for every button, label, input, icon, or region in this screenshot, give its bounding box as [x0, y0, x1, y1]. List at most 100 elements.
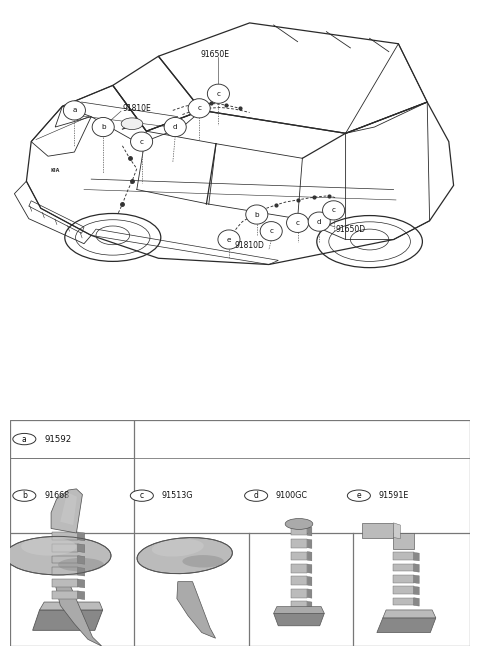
Text: a: a — [22, 434, 27, 443]
Text: 91810D: 91810D — [234, 241, 264, 251]
Polygon shape — [394, 598, 414, 605]
Ellipse shape — [58, 558, 104, 571]
Polygon shape — [394, 575, 414, 583]
Polygon shape — [291, 539, 307, 548]
Polygon shape — [307, 539, 312, 548]
Polygon shape — [52, 579, 78, 587]
Polygon shape — [307, 552, 312, 561]
Text: d: d — [254, 491, 259, 500]
Circle shape — [63, 101, 85, 120]
Polygon shape — [291, 527, 307, 535]
Text: KIA: KIA — [50, 169, 60, 173]
Polygon shape — [274, 613, 324, 626]
Polygon shape — [33, 610, 103, 630]
Text: 91650E: 91650E — [201, 50, 229, 58]
Polygon shape — [414, 552, 419, 561]
Text: e: e — [357, 491, 361, 500]
Ellipse shape — [182, 555, 224, 567]
Ellipse shape — [137, 538, 232, 573]
Polygon shape — [307, 564, 312, 573]
Polygon shape — [52, 532, 78, 540]
Polygon shape — [414, 598, 419, 606]
Circle shape — [246, 205, 268, 224]
Text: b: b — [101, 124, 106, 130]
Text: d: d — [173, 124, 178, 130]
Text: 9100GC: 9100GC — [276, 491, 308, 500]
Ellipse shape — [21, 537, 76, 556]
Polygon shape — [362, 523, 394, 537]
Circle shape — [164, 117, 186, 136]
Ellipse shape — [285, 518, 313, 529]
Polygon shape — [52, 591, 78, 599]
Polygon shape — [414, 564, 419, 572]
Polygon shape — [39, 602, 103, 610]
Polygon shape — [78, 532, 84, 541]
Circle shape — [287, 213, 309, 232]
Polygon shape — [307, 602, 312, 611]
Polygon shape — [78, 567, 84, 576]
Text: 91592: 91592 — [44, 434, 72, 443]
Circle shape — [260, 222, 282, 241]
Text: 91513G: 91513G — [162, 491, 193, 500]
Ellipse shape — [121, 118, 143, 129]
Circle shape — [308, 212, 330, 231]
Text: e: e — [227, 237, 231, 243]
Polygon shape — [291, 602, 307, 610]
Polygon shape — [52, 556, 78, 564]
Polygon shape — [307, 589, 312, 598]
Polygon shape — [51, 489, 83, 533]
Polygon shape — [383, 610, 436, 618]
Text: 91591E: 91591E — [378, 491, 408, 500]
Polygon shape — [291, 552, 307, 560]
Text: c: c — [197, 106, 201, 112]
Polygon shape — [414, 575, 419, 583]
Polygon shape — [414, 586, 419, 595]
Polygon shape — [394, 523, 400, 539]
Text: c: c — [269, 228, 273, 234]
Text: c: c — [332, 207, 336, 213]
Text: 91668: 91668 — [44, 491, 69, 500]
Text: c: c — [296, 220, 300, 226]
Polygon shape — [394, 586, 414, 594]
Polygon shape — [394, 564, 414, 571]
Text: c: c — [140, 138, 144, 144]
Polygon shape — [394, 533, 414, 549]
Text: 91650D: 91650D — [336, 226, 366, 234]
Text: c: c — [216, 91, 220, 96]
Polygon shape — [78, 556, 84, 564]
Polygon shape — [52, 567, 78, 575]
Polygon shape — [307, 577, 312, 586]
Ellipse shape — [152, 539, 204, 556]
Circle shape — [323, 201, 345, 220]
Ellipse shape — [5, 537, 111, 575]
Polygon shape — [78, 591, 84, 600]
Text: b: b — [254, 211, 259, 218]
Polygon shape — [54, 581, 102, 646]
Polygon shape — [78, 579, 84, 588]
Circle shape — [13, 434, 36, 445]
Circle shape — [13, 490, 36, 501]
Circle shape — [92, 117, 114, 136]
Text: d: d — [317, 218, 322, 224]
Circle shape — [131, 132, 153, 152]
Text: 91810E: 91810E — [122, 104, 151, 113]
Polygon shape — [307, 527, 312, 536]
Polygon shape — [291, 564, 307, 573]
Circle shape — [218, 230, 240, 249]
Polygon shape — [52, 544, 78, 552]
Polygon shape — [291, 589, 307, 598]
Text: b: b — [22, 491, 27, 500]
Circle shape — [131, 490, 154, 501]
Polygon shape — [60, 492, 77, 525]
Polygon shape — [377, 618, 436, 632]
Text: a: a — [72, 108, 77, 113]
Circle shape — [245, 490, 268, 501]
Polygon shape — [274, 607, 324, 613]
Polygon shape — [291, 577, 307, 585]
Circle shape — [188, 98, 210, 118]
Polygon shape — [394, 552, 414, 560]
Circle shape — [348, 490, 371, 501]
Text: c: c — [140, 491, 144, 500]
Polygon shape — [78, 544, 84, 552]
Polygon shape — [177, 582, 216, 638]
